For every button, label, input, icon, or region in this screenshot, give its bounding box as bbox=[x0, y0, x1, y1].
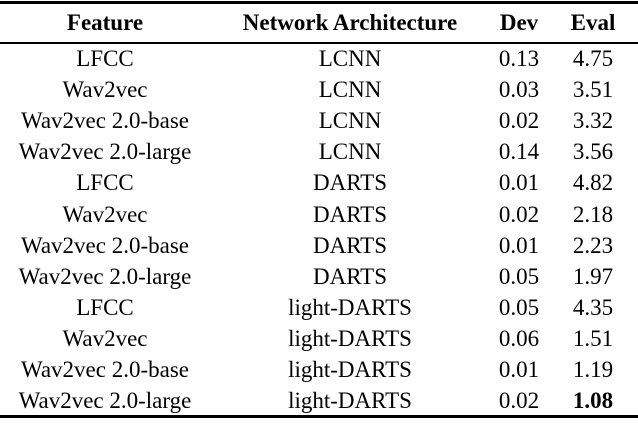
table-row: Wav2vec 2.0-base LCNN 0.02 3.32 bbox=[0, 105, 638, 136]
table-row: Wav2vec 2.0-large LCNN 0.14 3.56 bbox=[0, 136, 638, 167]
cell-dev: 0.01 bbox=[498, 357, 540, 383]
cell-dev: 0.14 bbox=[498, 139, 540, 165]
cell-eval: 2.23 bbox=[572, 232, 614, 258]
cell-network-architecture: LCNN bbox=[318, 46, 382, 72]
cell-eval: 3.32 bbox=[572, 107, 614, 133]
cell-eval: 1.97 bbox=[572, 263, 614, 289]
cell-dev: 0.06 bbox=[498, 326, 540, 352]
cell-eval: 4.35 bbox=[572, 295, 614, 321]
cell-dev: 0.01 bbox=[498, 170, 540, 196]
cell-dev: 0.05 bbox=[498, 295, 540, 321]
cell-dev: 0.01 bbox=[498, 232, 540, 258]
cell-network-architecture: DARTS bbox=[312, 232, 388, 258]
cell-eval: 1.19 bbox=[572, 357, 614, 383]
table-row: Wav2vec 2.0-base DARTS 0.01 2.23 bbox=[0, 230, 638, 261]
cell-network-architecture: light-DARTS bbox=[288, 387, 412, 413]
cell-network-architecture: LCNN bbox=[318, 107, 382, 133]
cell-feature: Wav2vec bbox=[62, 76, 148, 102]
table-row: LFCC light-DARTS 0.05 4.35 bbox=[0, 292, 638, 323]
cell-eval: 2.18 bbox=[572, 201, 614, 227]
cell-feature: LFCC bbox=[76, 295, 134, 321]
cell-network-architecture: light-DARTS bbox=[288, 357, 412, 383]
cell-dev: 0.02 bbox=[498, 201, 540, 227]
cell-eval: 3.51 bbox=[572, 76, 614, 102]
cell-network-architecture: LCNN bbox=[318, 76, 382, 102]
table-row: Wav2vec 2.0-large light-DARTS 0.02 1.08 bbox=[0, 386, 638, 417]
cell-feature: LFCC bbox=[76, 170, 134, 196]
cell-dev: 0.05 bbox=[498, 263, 540, 289]
cell-dev: 0.02 bbox=[498, 387, 540, 413]
table-body: LFCC LCNN 0.13 4.75 Wav2vec LCNN 0.03 3.51 Wav2v… bbox=[0, 43, 638, 417]
table-row: LFCC DARTS 0.01 4.82 bbox=[0, 167, 638, 198]
cell-feature: Wav2vec 2.0-large bbox=[18, 263, 192, 289]
cell-network-architecture: DARTS bbox=[312, 170, 388, 196]
cell-eval: 1.51 bbox=[572, 326, 614, 352]
cell-network-architecture: light-DARTS bbox=[288, 326, 412, 352]
cell-feature: Wav2vec bbox=[62, 201, 148, 227]
cell-dev: 0.03 bbox=[498, 76, 540, 102]
table-row: LFCC LCNN 0.13 4.75 bbox=[0, 43, 638, 74]
cell-feature: Wav2vec 2.0-base bbox=[20, 232, 190, 258]
table-row: Wav2vec 2.0-large DARTS 0.05 1.97 bbox=[0, 261, 638, 292]
column-header-feature: Feature bbox=[0, 2, 210, 44]
column-header-dev: Dev bbox=[490, 2, 548, 44]
table-row: Wav2vec DARTS 0.02 2.18 bbox=[0, 198, 638, 229]
cell-feature: Wav2vec 2.0-base bbox=[20, 107, 190, 133]
cell-network-architecture: DARTS bbox=[312, 201, 388, 227]
table-row: Wav2vec LCNN 0.03 3.51 bbox=[0, 74, 638, 105]
cell-dev: 0.13 bbox=[498, 46, 540, 72]
table-header: Feature Network Architecture Dev Eval bbox=[0, 2, 638, 44]
table-row: Wav2vec 2.0-base light-DARTS 0.01 1.19 bbox=[0, 354, 638, 385]
cell-network-architecture: light-DARTS bbox=[288, 295, 412, 321]
header-row: Feature Network Architecture Dev Eval bbox=[0, 2, 638, 44]
cell-eval: 4.75 bbox=[572, 46, 614, 72]
cell-feature: Wav2vec 2.0-base bbox=[20, 357, 190, 383]
cell-feature: LFCC bbox=[76, 46, 134, 72]
cell-network-architecture: LCNN bbox=[318, 139, 382, 165]
cell-feature: Wav2vec 2.0-large bbox=[18, 387, 192, 413]
table-row: Wav2vec light-DARTS 0.06 1.51 bbox=[0, 323, 638, 354]
cell-eval: 3.56 bbox=[572, 139, 614, 165]
cell-dev: 0.02 bbox=[498, 107, 540, 133]
column-header-eval: Eval bbox=[548, 2, 638, 44]
cell-eval: 1.08 bbox=[572, 387, 614, 413]
cell-feature: Wav2vec 2.0-large bbox=[18, 139, 192, 165]
cell-eval: 4.82 bbox=[572, 170, 614, 196]
cell-feature: Wav2vec bbox=[62, 326, 148, 352]
cell-network-architecture: DARTS bbox=[312, 263, 388, 289]
column-header-network-architecture: Network Architecture bbox=[210, 2, 490, 44]
